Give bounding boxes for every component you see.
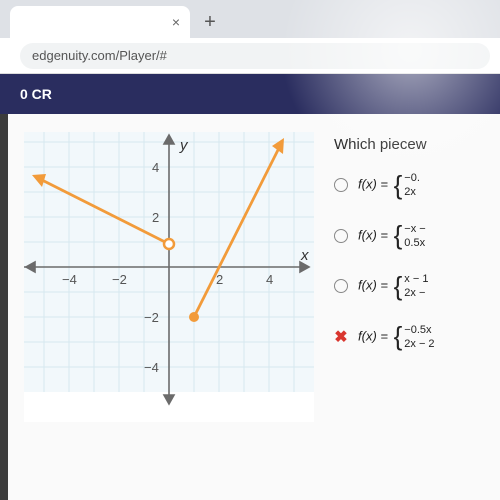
address-bar: edgenuity.com/Player/#: [0, 38, 500, 74]
tool-arrow-icon[interactable]: ↗: [0, 160, 4, 196]
main-panel: x y −4 −2 2 4 2 4 −2 −4: [8, 114, 500, 500]
radio-icon[interactable]: [334, 229, 348, 243]
svg-text:−4: −4: [144, 360, 159, 375]
tool-rect-icon[interactable]: ▭: [0, 120, 4, 156]
svg-text:4: 4: [266, 272, 273, 287]
graph-card: x y −4 −2 2 4 2 4 −2 −4: [24, 132, 314, 422]
svg-text:−2: −2: [112, 272, 127, 287]
tool-sidebar: ▭ ↗ ↖: [0, 114, 8, 500]
tab-strip: × +: [0, 0, 500, 38]
app-header: 0 CR: [0, 74, 500, 114]
closed-point: [189, 312, 199, 322]
svg-text:2: 2: [152, 210, 159, 225]
question-area: Which piecew f(x) = {−0.2x f(x) = {−x −0…: [334, 132, 484, 482]
radio-icon[interactable]: [334, 279, 348, 293]
option-3[interactable]: f(x) = {x − 12x −: [334, 272, 484, 301]
new-tab-button[interactable]: +: [196, 8, 224, 36]
svg-text:−2: −2: [144, 310, 159, 325]
svg-text:4: 4: [152, 160, 159, 175]
close-icon[interactable]: ×: [172, 14, 180, 30]
header-text: 0 CR: [20, 86, 52, 102]
x-axis-label: x: [300, 247, 309, 264]
tool-draw-icon[interactable]: ↖: [0, 200, 4, 236]
radio-icon[interactable]: [334, 178, 348, 192]
graph-svg: x y −4 −2 2 4 2 4 −2 −4: [24, 132, 314, 422]
content-row: ▭ ↗ ↖: [0, 114, 500, 500]
browser-window: × + edgenuity.com/Player/# 0 CR ▭ ↗ ↖: [0, 0, 500, 500]
question-title: Which piecew: [334, 136, 484, 153]
browser-tab[interactable]: ×: [10, 6, 190, 38]
wrong-icon: ✖: [334, 327, 348, 347]
svg-text:2: 2: [216, 272, 223, 287]
open-point: [164, 239, 174, 249]
option-4-wrong[interactable]: ✖ f(x) = {−0.5x2x − 2: [334, 323, 484, 352]
svg-text:−4: −4: [62, 272, 77, 287]
option-1[interactable]: f(x) = {−0.2x: [334, 171, 484, 200]
option-2[interactable]: f(x) = {−x −0.5x: [334, 222, 484, 251]
url-field[interactable]: edgenuity.com/Player/#: [20, 43, 490, 69]
